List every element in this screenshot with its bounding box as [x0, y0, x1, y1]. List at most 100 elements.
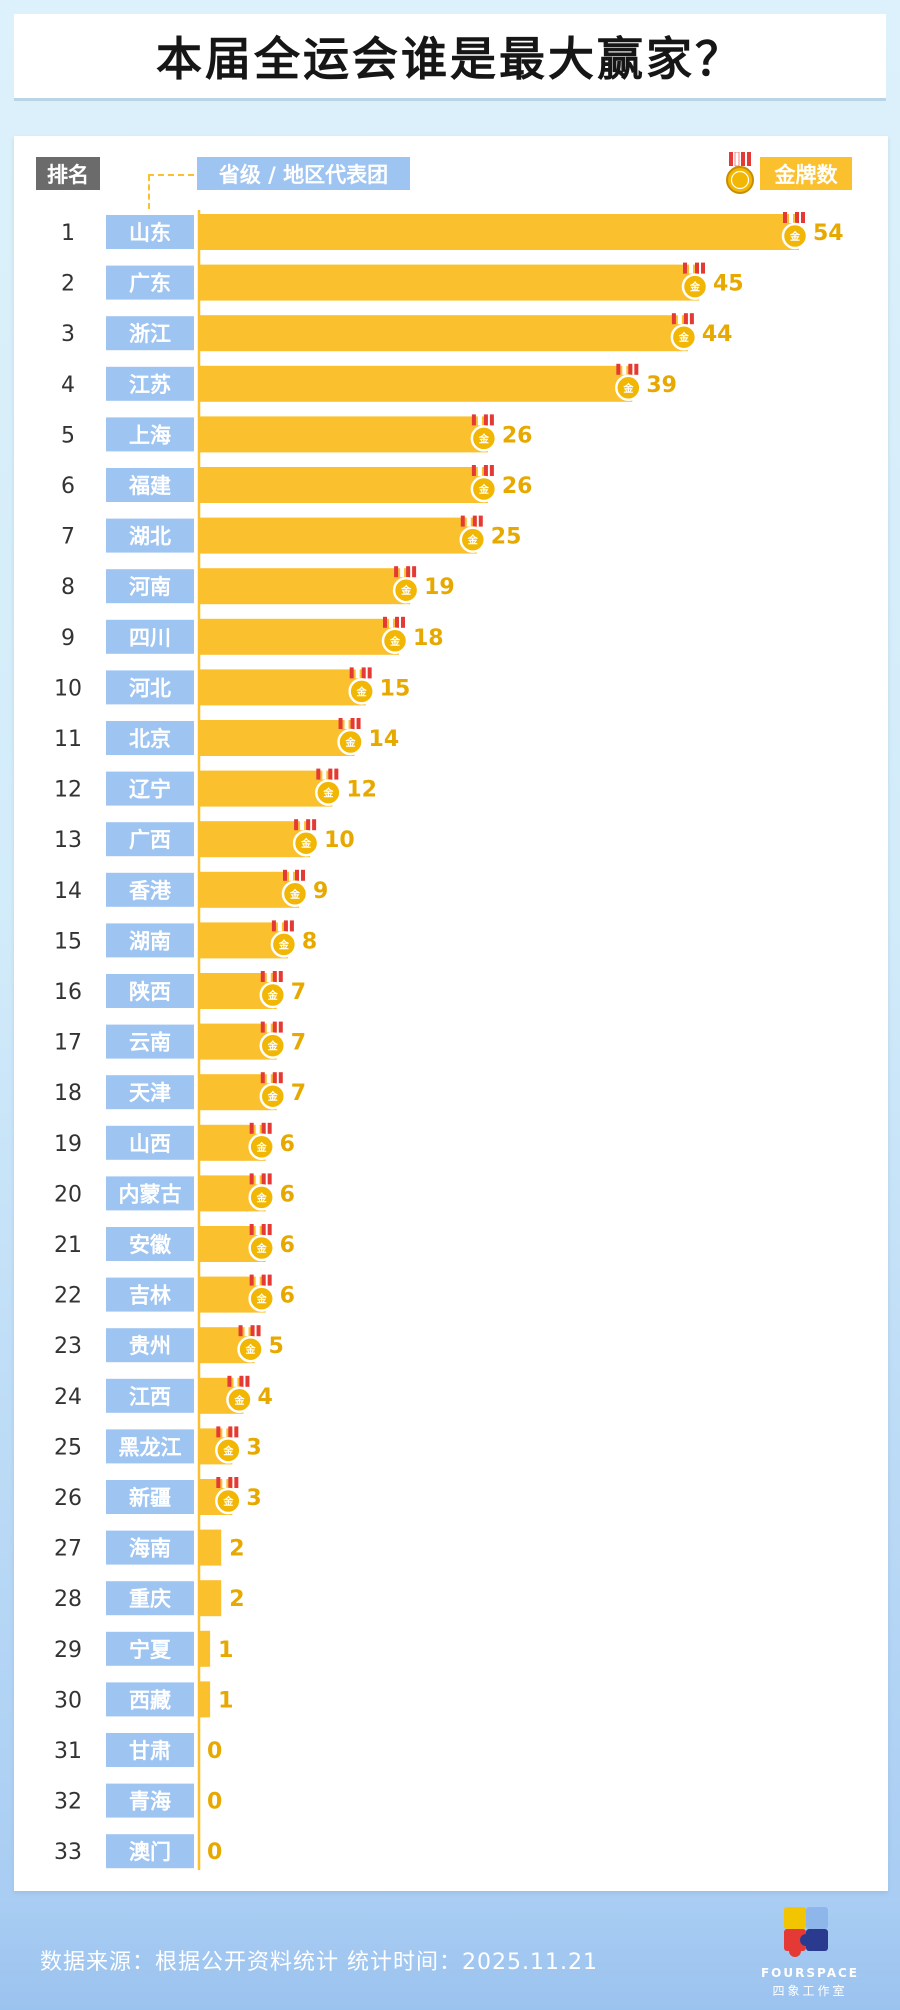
region-label: 湖北 [129, 525, 171, 549]
region-label-box [106, 265, 194, 300]
rank-label: 14 [54, 879, 82, 904]
bar [199, 568, 411, 605]
region-label-box [106, 872, 194, 907]
rank-label: 27 [54, 1537, 82, 1562]
value-label: 2 [229, 1587, 244, 1612]
region-label: 澳门 [129, 1840, 171, 1864]
value-label: 10 [324, 828, 355, 853]
rank-label: 7 [61, 525, 75, 550]
value-label: 54 [813, 221, 844, 246]
svg-text:金: 金 [467, 534, 479, 547]
svg-text:金: 金 [400, 584, 412, 597]
region-label-box [106, 1227, 194, 1261]
rank-label: 24 [54, 1385, 82, 1410]
region-label: 云南 [129, 1031, 171, 1055]
bar [199, 264, 699, 301]
region-label: 山西 [129, 1132, 171, 1156]
svg-text:金: 金 [356, 685, 368, 698]
rank-label: 32 [54, 1790, 82, 1815]
bar-medal-icon: 金 [470, 465, 498, 503]
region-label-box [106, 1277, 194, 1312]
region-label-box [106, 1480, 194, 1514]
bar [199, 1580, 222, 1617]
rank-label: 6 [61, 474, 75, 499]
value-label: 6 [280, 1182, 295, 1207]
svg-text:金: 金 [622, 382, 634, 395]
region-label-box [106, 316, 194, 351]
region-label-box [106, 1682, 194, 1717]
region-label: 四川 [129, 626, 171, 650]
region-label-box [106, 518, 194, 553]
region-label-box [106, 619, 194, 654]
title-banner: 本届全运会谁是最大赢家？ [14, 14, 886, 98]
rank-label: 30 [54, 1688, 82, 1713]
rank-label: 9 [61, 626, 75, 651]
svg-text:金: 金 [256, 1141, 268, 1154]
puzzle-logo-icon [784, 1907, 828, 1957]
bar-medal-icon: 金 [781, 212, 809, 250]
logo-name: FOURSPACE [760, 1966, 859, 1980]
region-label-box [106, 417, 194, 452]
region-label-box [106, 822, 194, 857]
header-connector-vertical [148, 175, 150, 209]
region-label-box [106, 771, 194, 806]
svg-text:金: 金 [345, 736, 357, 749]
rank-label: 26 [54, 1486, 82, 1511]
value-label: 0 [207, 1739, 222, 1764]
bar [199, 821, 311, 858]
page-title: 本届全运会谁是最大赢家？ [156, 32, 744, 86]
rank-label: 29 [54, 1638, 82, 1663]
value-label: 25 [491, 525, 522, 550]
rank-label: 28 [54, 1587, 82, 1612]
region-label-box [106, 1581, 194, 1616]
region-label-box [106, 1834, 194, 1869]
logo-subtitle: 四象工作室 [772, 1984, 848, 1998]
gold-medal-icon [726, 152, 754, 194]
value-label: 7 [291, 1031, 306, 1056]
bar-medal-icon: 金 [248, 1224, 275, 1262]
value-label: 6 [280, 1132, 295, 1157]
value-label: 3 [246, 1486, 261, 1511]
bar-medal-icon: 金 [259, 1072, 287, 1110]
rank-label: 15 [54, 929, 82, 954]
rank-label: 33 [54, 1840, 82, 1865]
svg-text:金: 金 [322, 787, 334, 800]
region-label: 黑龙江 [119, 1435, 182, 1459]
bar-medal-icon: 金 [315, 768, 342, 806]
svg-text:金: 金 [389, 635, 401, 648]
bar-medal-icon: 金 [292, 819, 320, 857]
rank-label: 22 [54, 1284, 82, 1309]
region-label-box [106, 1378, 194, 1413]
value-label: 6 [280, 1284, 295, 1309]
rank-label: 11 [54, 727, 82, 752]
region-header: 省级 / 地区代表团 [197, 157, 410, 190]
region-label: 新疆 [129, 1486, 171, 1510]
gold-header: 金牌数 [760, 157, 852, 190]
rank-label: 25 [54, 1435, 82, 1460]
bar [199, 1681, 211, 1718]
region-label-box [106, 1631, 194, 1666]
bar-medal-icon: 金 [215, 1426, 242, 1464]
svg-text:金: 金 [233, 1394, 245, 1407]
region-label: 吉林 [129, 1284, 171, 1308]
bar-medal-icon: 金 [392, 566, 420, 604]
value-label: 7 [291, 1081, 306, 1106]
value-label: 1 [218, 1638, 233, 1663]
value-label: 26 [502, 423, 533, 448]
bar [199, 214, 799, 250]
bar-medal-icon: 金 [259, 971, 287, 1009]
region-label-box [106, 1176, 194, 1211]
value-label: 0 [207, 1840, 222, 1865]
rank-label: 17 [54, 1031, 82, 1056]
bar-medal-icon: 金 [337, 718, 364, 756]
bar [199, 416, 488, 453]
bar [199, 618, 399, 655]
rank-label: 19 [54, 1132, 82, 1157]
bar-medal-icon: 金 [615, 363, 642, 402]
region-label: 重庆 [129, 1587, 171, 1611]
value-label: 12 [346, 778, 377, 803]
bar [199, 365, 633, 402]
svg-text:金: 金 [267, 1040, 279, 1053]
svg-text:金: 金 [256, 1293, 268, 1306]
